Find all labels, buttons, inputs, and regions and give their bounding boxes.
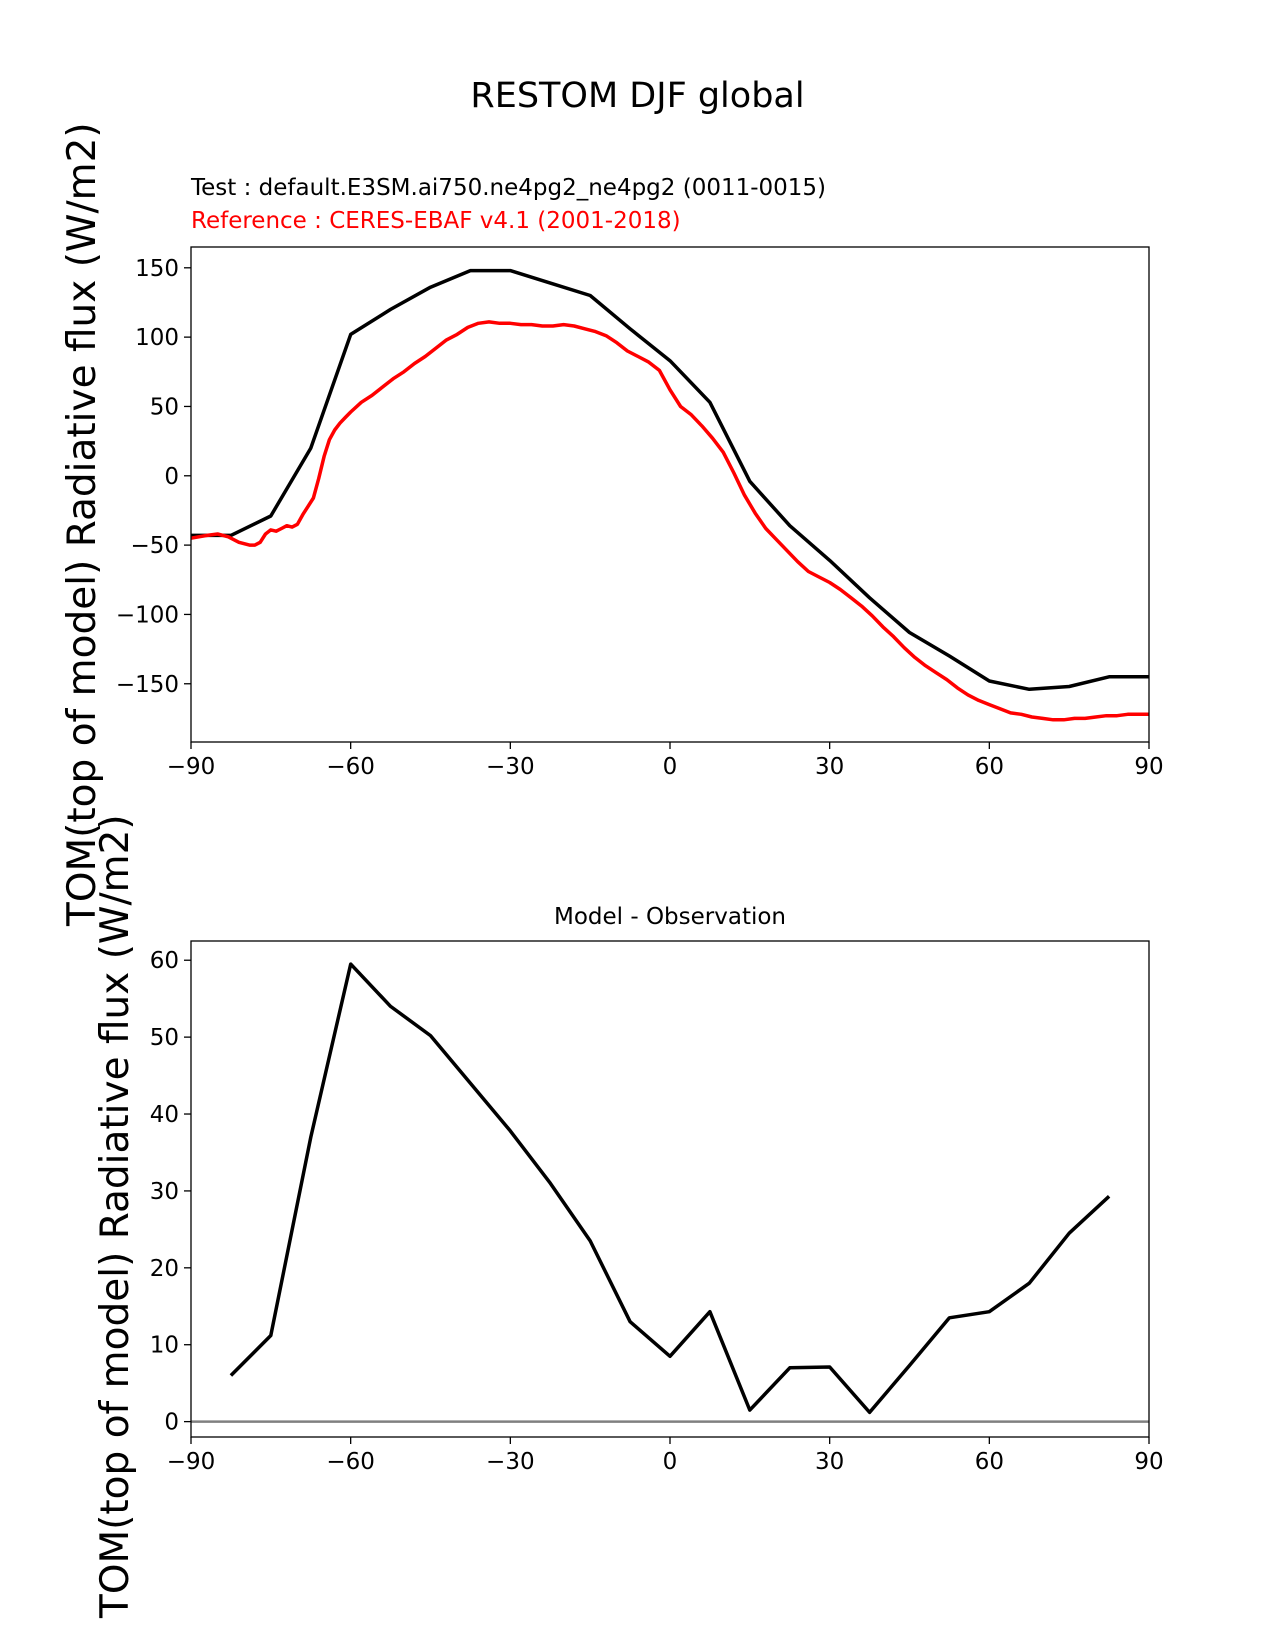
bottom-series-0-line xyxy=(229,962,1111,1415)
top-ytick-label: 150 xyxy=(135,256,179,282)
top-ytick-label: −100 xyxy=(116,602,179,628)
top-ytick-label: 0 xyxy=(164,464,179,490)
bottom-ytick-label: 30 xyxy=(150,1179,179,1205)
top-xtick-label: −90 xyxy=(167,754,216,780)
top-xtick-label: 60 xyxy=(975,754,1004,780)
top-axes-frame xyxy=(190,246,1150,743)
top-ytick-label: 100 xyxy=(135,325,179,351)
top-series-1-line xyxy=(190,320,1149,722)
top-xtick-label: −30 xyxy=(486,754,535,780)
bottom-ytick-label: 50 xyxy=(150,1025,179,1051)
bottom-axes-frame xyxy=(190,940,1150,1438)
reference-label: Reference : CERES-EBAF v4.1 (2001-2018) xyxy=(191,208,681,234)
top-ytick-label: 50 xyxy=(150,394,179,420)
difference-panel-title: Model - Observation xyxy=(553,904,787,930)
top-xtick-label: 90 xyxy=(1134,754,1163,780)
bottom-ytick-label: 40 xyxy=(150,1102,179,1128)
bottom-xtick-label: −30 xyxy=(486,1449,535,1475)
bottom-xtick-label: −60 xyxy=(326,1449,375,1475)
top-xtick-label: −60 xyxy=(326,754,375,780)
top-xtick-label: 30 xyxy=(815,754,844,780)
bottom-ytick-label: 0 xyxy=(164,1410,179,1436)
figure-title: RESTOM DJF global xyxy=(470,76,805,116)
top-ytick-label: −150 xyxy=(116,672,179,698)
bottom-xtick-label: −90 xyxy=(167,1449,216,1475)
top-ytick-label: −50 xyxy=(130,533,179,559)
bottom-xtick-label: 0 xyxy=(663,1449,678,1475)
top-series-0-line xyxy=(191,268,1149,692)
bottom-xtick-label: 90 xyxy=(1134,1449,1163,1475)
bottom-ytick-label: 20 xyxy=(150,1256,179,1282)
bottom-ytick-label: 10 xyxy=(150,1333,179,1359)
bottom-ytick-label: 60 xyxy=(150,948,179,974)
top-xtick-label: 0 xyxy=(663,754,678,780)
test-label: Test : default.E3SM.ai750.ne4pg2_ne4pg2 … xyxy=(191,175,827,201)
bottom-xtick-label: 60 xyxy=(975,1449,1004,1475)
bottom-xtick-label: 30 xyxy=(815,1449,844,1475)
